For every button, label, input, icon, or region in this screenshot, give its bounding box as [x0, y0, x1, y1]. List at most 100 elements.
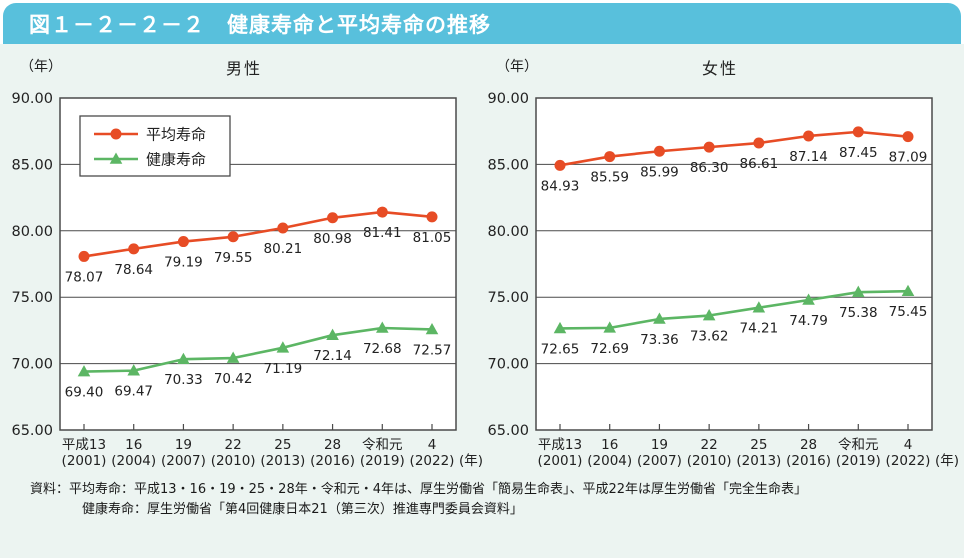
- x-tick-label-era: 19: [651, 437, 668, 453]
- value-label: 72.14: [313, 348, 352, 364]
- x-tick-label-year: (2001): [62, 453, 107, 469]
- x-tick-label-year: (2010): [687, 453, 732, 469]
- x-tick-label-year: (2013): [260, 453, 305, 469]
- chart-panel-male: （年） 男性 65.00 70.00 75.00 80.00 85.00 90.00 平成1…: [10, 53, 483, 472]
- x-tick-label-era: 22: [701, 437, 718, 453]
- data-point-circle: [753, 137, 765, 149]
- x-tick-label-year: (2007): [637, 453, 682, 469]
- data-point-circle: [852, 126, 864, 138]
- x-tick-label-year: (2019): [360, 453, 405, 469]
- chart-head-male: （年） 男性: [10, 53, 478, 78]
- legend-label: 健康寿命: [146, 151, 206, 169]
- x-tick-label-era: 令和元: [362, 437, 403, 453]
- x-tick-label-era: 25: [274, 437, 291, 453]
- y-tick-label: 65.00: [11, 423, 53, 439]
- data-point-circle: [177, 236, 189, 248]
- data-point-circle: [703, 141, 715, 153]
- data-point-circle: [902, 131, 914, 143]
- y-tick-label: 70.00: [487, 357, 529, 373]
- line-chart-male: 65.00 70.00 75.00 80.00 85.00 90.00 平成13(2001)…: [11, 91, 483, 469]
- y-tick-label: 90.00: [487, 91, 529, 107]
- data-point-triangle: [77, 365, 91, 377]
- value-label: 86.30: [690, 160, 729, 176]
- data-point-circle: [128, 243, 140, 255]
- data-point-triangle: [702, 309, 716, 321]
- x-tick-label-year: (2007): [161, 453, 206, 469]
- x-tick-label-era: 令和元: [838, 437, 879, 453]
- data-point-triangle: [127, 364, 141, 376]
- figure-title-bar: 図１－２－２－２ 健康寿命と平均寿命の推移: [3, 3, 961, 44]
- data-point-triangle: [653, 312, 666, 324]
- y-tick-label: 80.00: [487, 224, 529, 240]
- value-label: 79.55: [214, 250, 253, 266]
- series-line: [83, 210, 433, 258]
- figure-body: （年） 男性 65.00 70.00 75.00 80.00 85.00 90.00 平成1…: [0, 44, 964, 558]
- x-axis-unit-label: (年): [935, 453, 959, 469]
- legend-box: [79, 115, 231, 177]
- x-tick-label-era: 22: [225, 437, 242, 453]
- x-tick-label-year: (2004): [587, 453, 632, 469]
- x-axis-unit-label: (年): [459, 453, 483, 469]
- value-label: 70.42: [214, 371, 253, 387]
- legend-label: 平均寿命: [146, 126, 206, 144]
- data-point-circle: [604, 151, 616, 163]
- value-label: 81.05: [413, 230, 452, 246]
- data-point-circle: [554, 159, 566, 171]
- chart-panel-female: （年） 女性 65.00 70.00 75.00 80.00 85.00 90.00 平成1…: [486, 53, 959, 472]
- value-label: 69.40: [65, 385, 104, 401]
- value-label: 78.64: [114, 262, 153, 278]
- value-label: 87.45: [839, 145, 878, 161]
- data-point-circle: [78, 250, 90, 262]
- y-tick-label: 65.00: [487, 423, 529, 439]
- value-label: 87.09: [889, 150, 928, 166]
- value-label: 73.62: [690, 329, 729, 345]
- y-tick-label: 85.00: [487, 157, 529, 173]
- value-label: 72.65: [541, 341, 580, 357]
- value-label: 80.21: [264, 241, 303, 257]
- x-tick-label-year: (2019): [836, 453, 881, 469]
- x-tick-label-era: 28: [800, 437, 817, 453]
- value-label: 71.19: [264, 361, 303, 377]
- x-tick-label-year: (2022): [886, 453, 931, 469]
- value-label: 81.41: [363, 225, 402, 241]
- x-tick-label-era: 16: [125, 437, 142, 453]
- value-label: 85.99: [640, 164, 679, 180]
- value-label: 85.59: [590, 170, 629, 186]
- data-point-circle: [277, 222, 289, 234]
- figure-title: 図１－２－２－２ 健康寿命と平均寿命の推移: [29, 12, 491, 37]
- value-label: 84.93: [541, 178, 580, 194]
- y-tick-label: 85.00: [11, 157, 53, 173]
- data-point-triangle: [177, 352, 190, 365]
- data-point-triangle: [326, 328, 339, 340]
- source-note-line1: 資料：平均寿命：平成13・16・19・25・28年・令和元・4年は、厚生労働省「…: [30, 482, 808, 497]
- y-axis-unit-label: （年）: [20, 59, 62, 75]
- x-tick-label-year: (2013): [736, 453, 781, 469]
- data-point-circle: [803, 130, 815, 142]
- value-label: 74.21: [740, 321, 779, 337]
- x-tick-label-year: (2016): [786, 453, 831, 469]
- x-tick-label-year: (2022): [410, 453, 455, 469]
- value-label: 75.45: [889, 304, 928, 320]
- data-point-triangle: [752, 301, 766, 313]
- data-point-triangle: [375, 321, 389, 333]
- value-label: 70.33: [164, 372, 203, 388]
- y-tick-label: 70.00: [11, 357, 53, 373]
- x-tick-label-era: 4: [428, 437, 437, 453]
- y-axis-unit-label: （年）: [496, 59, 538, 75]
- value-label: 80.98: [313, 231, 352, 247]
- data-point-circle: [376, 206, 388, 218]
- source-note: 資料：平均寿命：平成13・16・19・25・28年・令和元・4年は、厚生労働省「…: [0, 472, 964, 520]
- data-point-circle: [653, 145, 665, 157]
- value-label: 69.47: [114, 384, 153, 400]
- value-label: 78.07: [65, 269, 104, 285]
- data-point-triangle: [553, 321, 567, 334]
- data-point-circle: [227, 231, 239, 243]
- data-point-triangle: [109, 152, 123, 164]
- data-point-triangle: [226, 351, 240, 363]
- x-tick-label-era: 19: [175, 437, 192, 453]
- source-note-line2: 健康寿命：厚生労働省「第4回健康日本21（第三次）推進専門委員会資料」: [82, 502, 523, 518]
- data-point-triangle: [802, 293, 815, 305]
- y-tick-label: 90.00: [11, 91, 53, 107]
- value-label: 86.61: [740, 156, 779, 172]
